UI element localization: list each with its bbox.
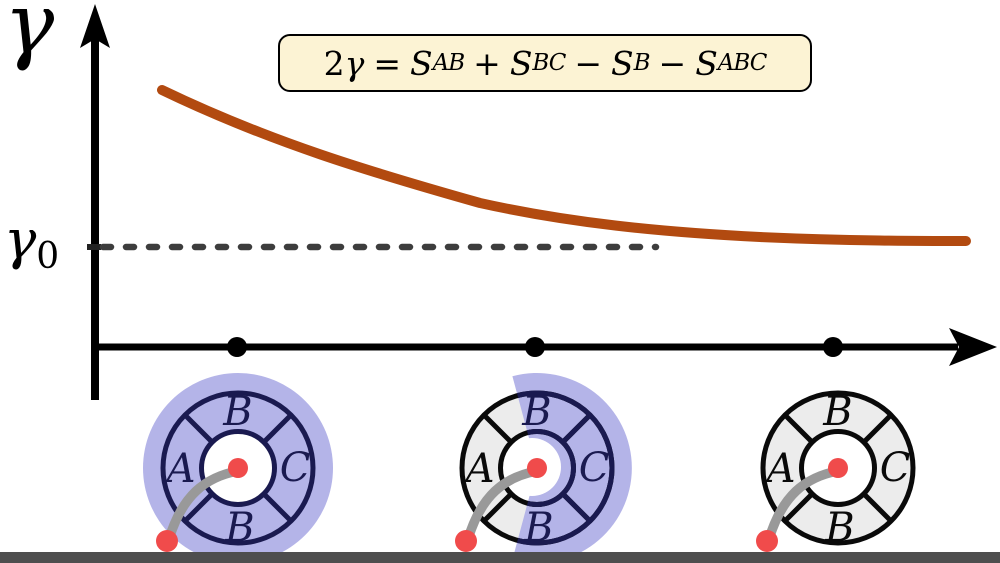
endpoint-dot xyxy=(156,530,178,552)
region-label-bottom: B xyxy=(224,505,254,551)
y-axis-label: γ xyxy=(4,0,55,73)
sector-dividers xyxy=(183,413,293,523)
worldline-tail xyxy=(463,466,542,544)
y0-label-sub: 0 xyxy=(36,236,60,277)
formula-coeff: 2 xyxy=(323,43,345,83)
worldline-tail xyxy=(764,466,843,544)
region-label-top: B xyxy=(521,389,551,435)
center-dot xyxy=(828,458,848,478)
ring-outlines xyxy=(760,390,916,546)
region-label-left: A xyxy=(763,446,796,492)
gamma-decay-curve xyxy=(157,85,971,246)
axis-point-markers xyxy=(227,337,843,357)
formula-term1-base: S xyxy=(410,43,433,83)
region-label-right: C xyxy=(280,445,311,491)
region-label-left: A xyxy=(462,446,495,492)
axis-dot-1 xyxy=(227,337,247,357)
endpoint-dot xyxy=(455,530,477,552)
y-axis-arrow-icon xyxy=(80,4,110,48)
axis-dot-3 xyxy=(823,337,843,357)
donut-diagram-3: B A C B xyxy=(756,389,916,552)
region-label-top: B xyxy=(222,389,252,435)
formula-equals: = xyxy=(373,43,402,83)
region-label-bottom: B xyxy=(523,505,553,551)
region-label-top: B xyxy=(822,389,852,435)
y0-label: γ0 xyxy=(4,208,59,275)
bottom-edge-bar xyxy=(0,552,1000,563)
formula-op2: − xyxy=(574,43,603,83)
ring-outlines-navy xyxy=(512,390,615,546)
x-axis-arrow-icon xyxy=(949,328,997,366)
formula-gamma: γ xyxy=(344,43,365,83)
formula-term2-base: S xyxy=(509,43,533,83)
endpoint-dot xyxy=(756,530,778,552)
formula-op3: − xyxy=(658,43,687,83)
axis-dot-2 xyxy=(525,337,545,357)
formula-term4-base: S xyxy=(695,43,718,83)
region-label-left: A xyxy=(163,446,196,492)
y0-label-base: γ xyxy=(4,208,37,271)
region-label-right: C xyxy=(579,445,610,491)
donut-diagram-2: B A C B xyxy=(455,373,632,563)
formula-term3-base: S xyxy=(611,43,634,83)
center-dot xyxy=(527,458,547,478)
region-label-bottom: B xyxy=(824,505,854,551)
center-dot xyxy=(228,458,248,478)
formula-op1: + xyxy=(473,43,501,83)
worldline-tail xyxy=(164,466,243,544)
region-label-right: C xyxy=(880,445,911,491)
outer-circle xyxy=(160,390,316,546)
donut-diagram-1: B A C B xyxy=(143,373,333,563)
